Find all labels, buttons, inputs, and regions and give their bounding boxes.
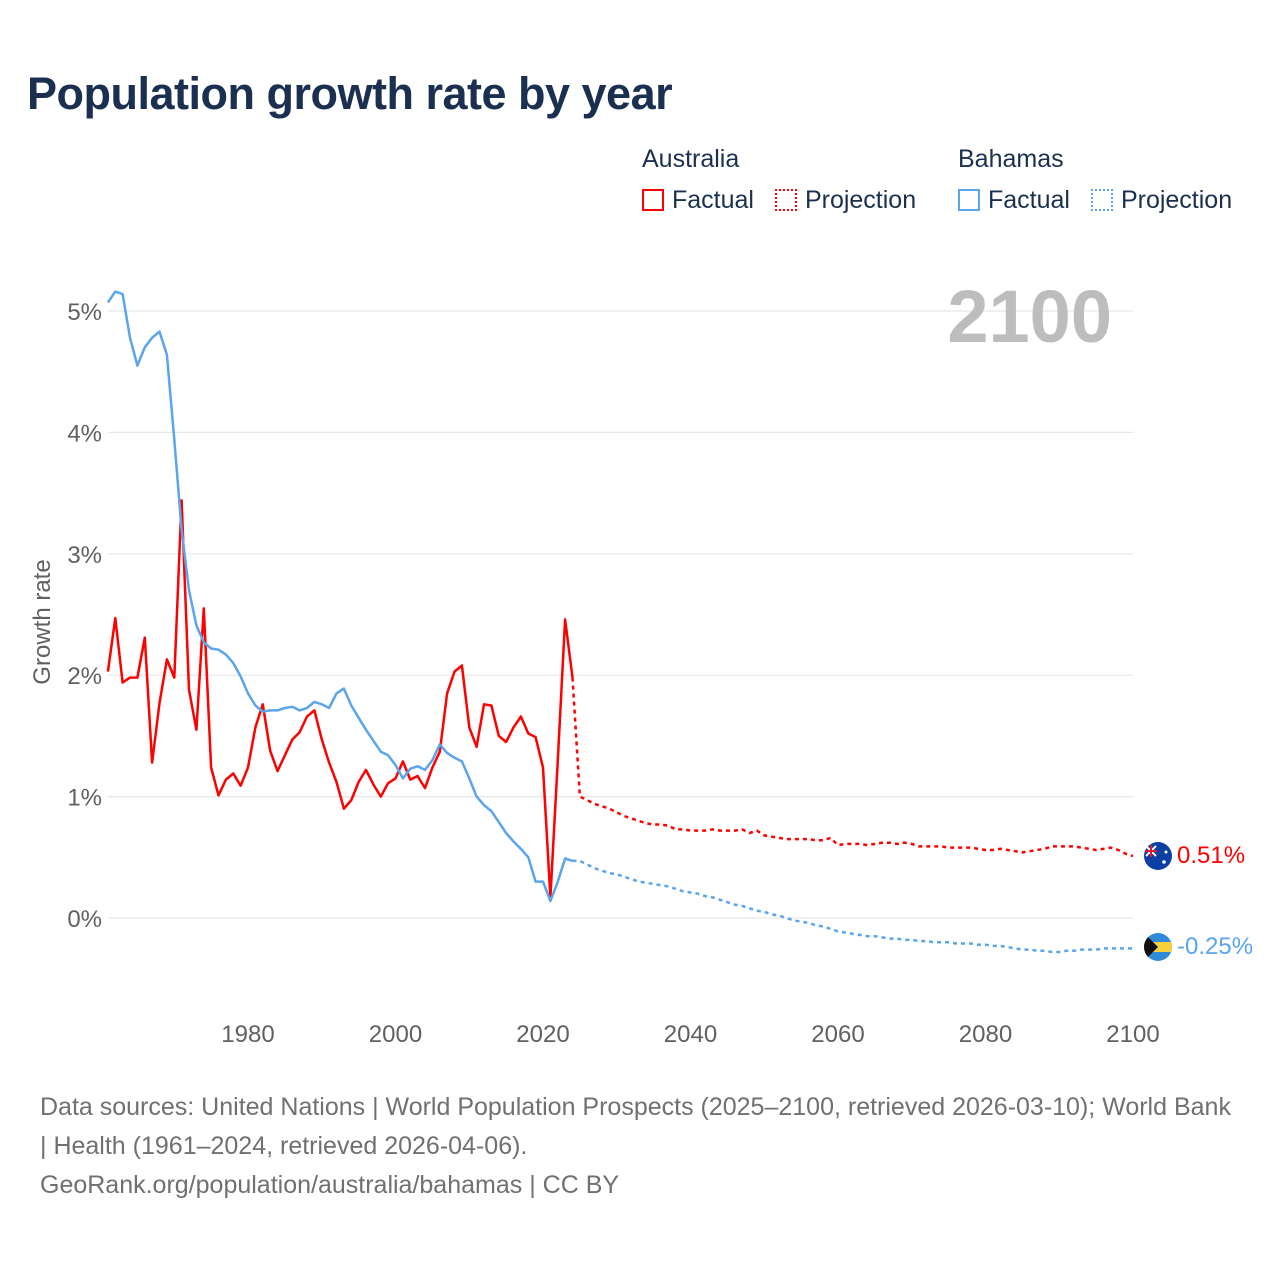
legend-label: Factual — [672, 186, 754, 214]
australia-projection-line — [571, 677, 1134, 858]
australia-end-label: 0.51% — [1177, 842, 1245, 869]
x-tick-label: 2000 — [369, 1021, 422, 1048]
legend-country-label: Australia — [642, 145, 740, 173]
x-tick-label: 2100 — [1106, 1021, 1159, 1048]
legend-bahamas-projection[interactable]: Projection — [1090, 186, 1233, 215]
y-tick-label: 5% — [67, 299, 102, 326]
year-indicator: 2100 — [947, 275, 1112, 358]
bahamas-end-label: -0.25% — [1177, 933, 1253, 960]
legend-australia: Australia Factual Projection — [642, 145, 930, 215]
x-tick-label: 2020 — [516, 1021, 569, 1048]
solid-swatch-icon — [958, 189, 980, 211]
x-tick-label: 2060 — [811, 1021, 864, 1048]
legend-australia-projection[interactable]: Projection — [774, 186, 917, 215]
credit-link[interactable]: GeoRank.org/population/australia/bahamas… — [40, 1171, 620, 1199]
data-sources: Data sources: United Nations | World Pop… — [40, 1093, 1231, 1160]
dotted-swatch-icon — [1090, 189, 1113, 211]
legend-label: Projection — [804, 186, 917, 214]
y-axis-label: Growth rate — [29, 559, 56, 684]
x-tick-label: 1980 — [221, 1021, 274, 1048]
legend-bahamas-factual[interactable]: Factual — [958, 186, 1070, 215]
bahamas-projection-line — [572, 859, 1133, 954]
australia-flag-icon — [1144, 842, 1172, 870]
y-tick-label: 4% — [67, 420, 102, 447]
bahamas-factual-line — [106, 290, 573, 903]
y-tick-label: 2% — [67, 663, 102, 690]
solid-swatch-icon — [642, 189, 664, 211]
legend-bahamas: Bahamas Factual Projection — [958, 145, 1232, 215]
legend-australia-factual[interactable]: Factual — [642, 186, 754, 215]
legend-country-label: Bahamas — [958, 145, 1064, 173]
x-tick-label: 2040 — [664, 1021, 717, 1048]
x-tick-label: 2080 — [959, 1021, 1012, 1048]
australia-factual-line — [106, 499, 574, 899]
chart-title: Population growth rate by year — [27, 68, 673, 119]
dotted-swatch-icon — [774, 189, 797, 211]
y-tick-label: 0% — [67, 906, 102, 933]
y-tick-label: 3% — [67, 542, 102, 569]
y-tick-label: 1% — [67, 785, 102, 812]
legend-label: Projection — [1120, 186, 1233, 214]
footer: Data sources: United Nations | World Pop… — [40, 1088, 1240, 1205]
bahamas-flag-icon — [1144, 933, 1172, 961]
legend-label: Factual — [988, 186, 1070, 214]
